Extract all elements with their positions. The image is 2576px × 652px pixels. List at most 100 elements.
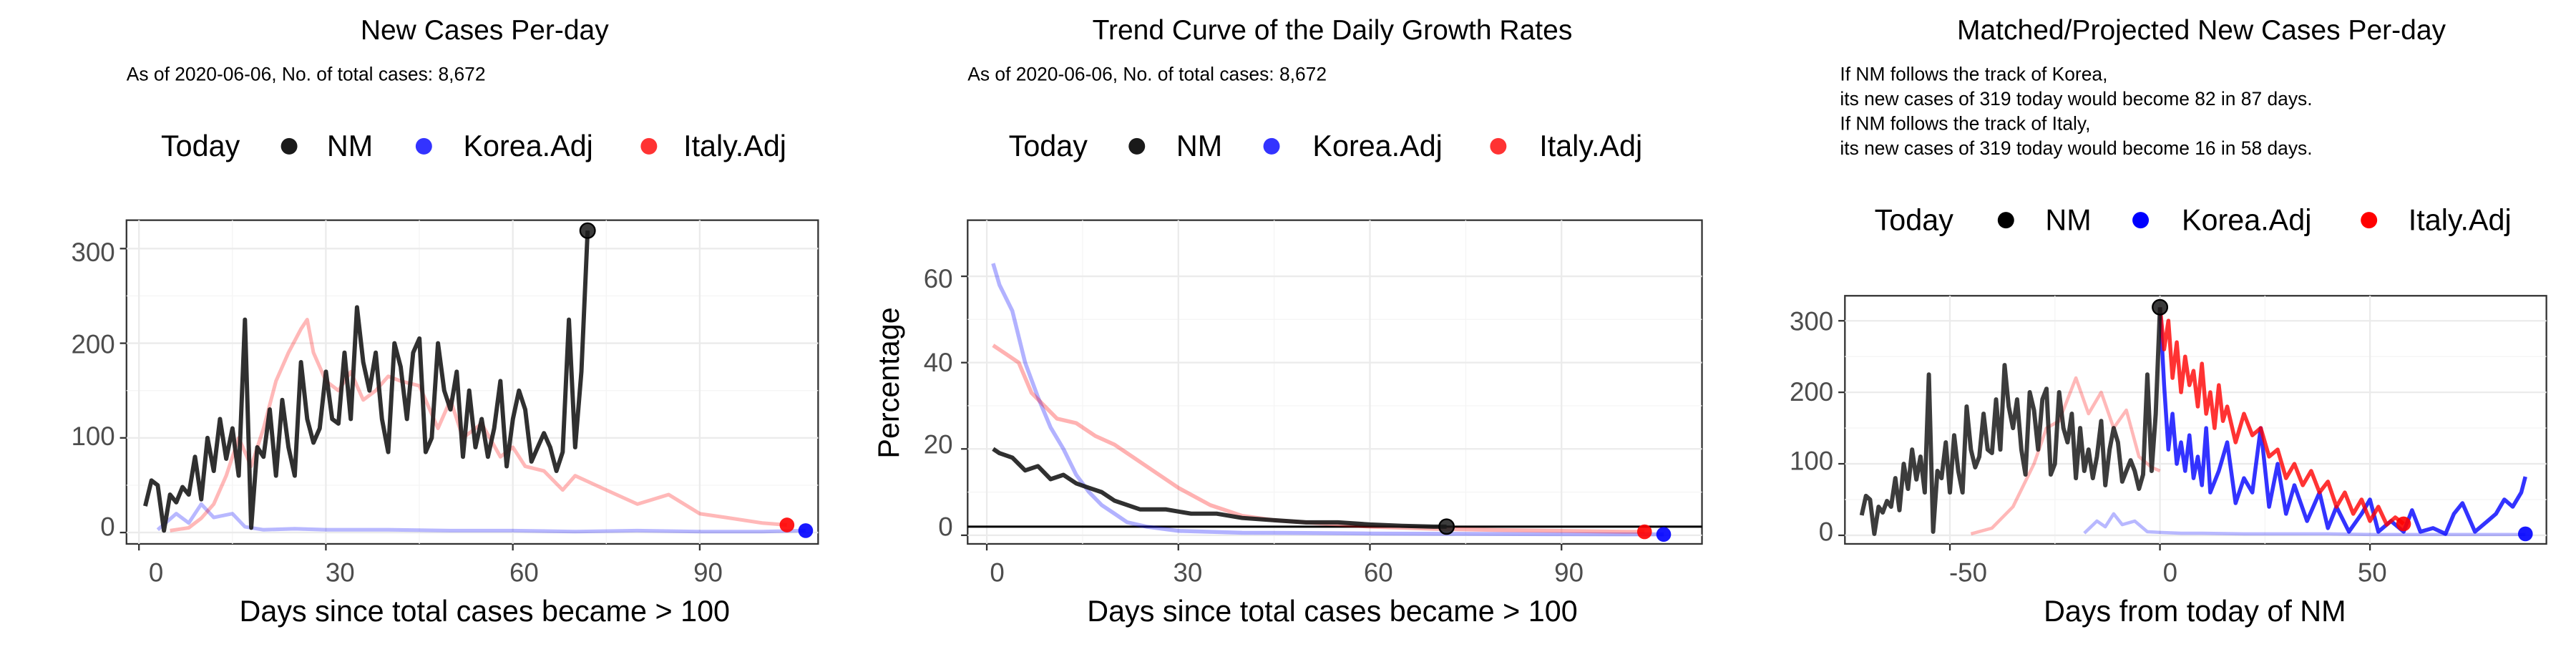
chart-3-title: Matched/Projected New Cases Per-day — [1957, 15, 2446, 46]
chart-2-ytick: 40 — [924, 348, 953, 377]
chart-3-lines — [1859, 307, 2527, 537]
chart-2-x-ticks: 0 30 60 90 — [990, 558, 1584, 588]
chart-1-title: New Cases Per-day — [361, 15, 609, 46]
series-line-korea — [156, 502, 806, 534]
legend-label-italy: Italy.Adj — [2409, 203, 2512, 236]
chart-3-annotation-line: its new cases of 319 today would become … — [1840, 88, 2312, 110]
legend-label-korea: Korea.Adj — [463, 130, 592, 162]
chart-1-ytick: 0 — [100, 512, 114, 541]
legend-label-italy: Italy.Adj — [683, 130, 786, 162]
legend-title: Today — [1009, 130, 1088, 162]
series-line-nm — [1859, 307, 2162, 536]
series-line-nm — [992, 447, 1447, 529]
chart-1-ytick: 300 — [71, 238, 114, 267]
chart-1-panel — [125, 219, 819, 545]
today-point-italy — [1636, 524, 1652, 540]
chart-1-xtick: 90 — [693, 558, 723, 588]
today-point-italy — [779, 517, 795, 532]
chart-2-ytick: 20 — [924, 430, 953, 459]
chart-3: Matched/Projected New Cases Per-day If N… — [1790, 15, 2547, 628]
chart-3-annotations: If NM follows the track of Korea, its ne… — [1840, 63, 2312, 158]
chart-3-xtick: 0 — [2163, 558, 2177, 588]
chart-2-today-points — [1438, 518, 1672, 542]
legend-marker-italy — [640, 137, 658, 155]
legend-marker-korea — [1263, 137, 1280, 155]
chart-3-annotation-line: If NM follows the track of Korea, — [1840, 63, 2107, 84]
chart-2-xtick: 30 — [1174, 558, 1203, 588]
chart-2-grid — [961, 220, 1702, 551]
chart-2-y-ticks: 0 20 40 60 — [924, 264, 953, 542]
chart-3-legend: Today NM Korea.Adj Italy.Adj — [1875, 203, 2512, 236]
chart-1-y-ticks: 0 100 200 300 — [71, 238, 114, 541]
chart-3-xtick: 50 — [2358, 558, 2387, 588]
chart-2-x-axis-label: Days since total cases became > 100 — [1087, 595, 1577, 628]
chart-2-legend: Today NM Korea.Adj Italy.Adj — [1009, 130, 1642, 162]
chart-1-ytick: 100 — [71, 422, 114, 451]
chart-3-y-ticks: 0 100 200 300 — [1790, 306, 1833, 546]
chart-3-panel — [1844, 295, 2547, 545]
today-point-nm — [579, 222, 596, 239]
chart-1-x-ticks: 0 30 60 90 — [149, 558, 723, 588]
chart-2-y-axis-label: Percentage — [872, 307, 905, 458]
chart-2-lines — [967, 263, 1702, 537]
series-line-italy-history — [1970, 376, 2161, 536]
today-point-nm — [2152, 298, 2169, 316]
chart-3-x-ticks: -50 0 50 — [1949, 558, 2387, 588]
chart-1-xtick: 30 — [326, 558, 355, 588]
today-point-italy — [2396, 516, 2411, 532]
chart-2-xtick: 60 — [1364, 558, 1393, 588]
legend-marker-korea — [2132, 212, 2150, 229]
chart-2-ytick: 0 — [938, 512, 952, 541]
today-point-korea — [798, 523, 814, 538]
chart-3-ytick: 200 — [1790, 377, 1833, 407]
today-point-korea — [1656, 527, 1672, 542]
series-line-italy — [992, 344, 1645, 534]
chart-2-xtick: 90 — [1554, 558, 1584, 588]
legend-label-italy: Italy.Adj — [1539, 130, 1642, 162]
chart-1-legend: Today NM Korea.Adj Italy.Adj — [161, 130, 786, 162]
legend-label-nm: NM — [327, 130, 373, 162]
series-line-nm — [143, 230, 590, 533]
legend-label-nm: NM — [1176, 130, 1222, 162]
legend-title: Today — [1875, 203, 1954, 236]
chart-1-xtick: 0 — [149, 558, 163, 588]
chart-2-subtitle: As of 2020-06-06, No. of total cases: 8,… — [967, 63, 1327, 84]
chart-2-title: Trend Curve of the Daily Growth Rates — [1093, 15, 1573, 46]
chart-3-x-axis-label: Days from today of NM — [2044, 595, 2346, 628]
chart-2: Trend Curve of the Daily Growth Rates As… — [872, 15, 1703, 628]
series-line-korea — [2157, 307, 2527, 536]
legend-marker-nm — [1997, 212, 2014, 229]
chart-3-today-points — [2152, 298, 2533, 542]
series-line-korea-history — [2083, 512, 2526, 537]
chart-3-ytick: 300 — [1790, 306, 1833, 336]
series-line-korea — [991, 263, 1664, 537]
chart-3-annotation-line: its new cases of 319 today would become … — [1840, 137, 2312, 159]
chart-1-lines — [143, 230, 806, 534]
chart-1-x-axis-label: Days since total cases became > 100 — [240, 595, 730, 628]
legend-title: Today — [161, 130, 240, 162]
legend-marker-korea — [415, 137, 432, 155]
chart-3-annotation-line: If NM follows the track of Italy, — [1840, 112, 2090, 134]
legend-label-korea: Korea.Adj — [1312, 130, 1442, 162]
legend-label-korea: Korea.Adj — [2182, 203, 2311, 236]
chart-1: New Cases Per-day As of 2020-06-06, No. … — [71, 15, 819, 628]
legend-marker-nm — [280, 137, 298, 155]
chart-2-xtick: 0 — [990, 558, 1004, 588]
chart-2-panel — [967, 219, 1703, 545]
chart-1-xtick: 60 — [509, 558, 539, 588]
legend-marker-nm — [1128, 137, 1146, 155]
legend-marker-italy — [1490, 137, 1507, 155]
chart-2-ytick: 60 — [924, 264, 953, 293]
chart-1-ytick: 200 — [71, 330, 114, 359]
chart-3-ytick: 100 — [1790, 447, 1833, 476]
series-line-italy — [2157, 307, 2405, 527]
today-point-korea — [2517, 526, 2533, 542]
chart-1-subtitle: As of 2020-06-06, No. of total cases: 8,… — [127, 63, 486, 84]
legend-marker-italy — [2361, 212, 2378, 229]
chart-3-xtick: -50 — [1949, 558, 1987, 588]
today-point-nm — [1438, 518, 1455, 535]
legend-label-nm: NM — [2045, 203, 2091, 236]
chart-3-ytick: 0 — [1819, 517, 1833, 546]
